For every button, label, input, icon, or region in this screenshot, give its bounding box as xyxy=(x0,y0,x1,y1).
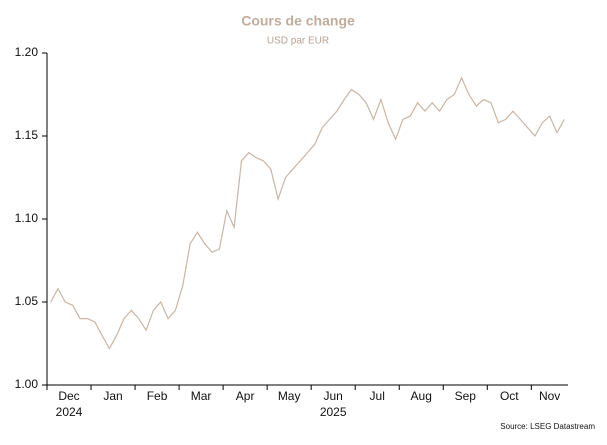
chart-title: Cours de change xyxy=(241,13,355,29)
x-tick-label: May xyxy=(278,389,301,403)
x-tick-label: Jul xyxy=(370,389,385,403)
x-tick-label: Feb xyxy=(147,389,168,403)
source: Source: LSEG Datastream xyxy=(500,422,595,431)
y-tick-label: 1.00 xyxy=(15,377,39,391)
x-tick-label: Oct xyxy=(500,389,519,403)
x-tick-label: Dec xyxy=(58,389,79,403)
line-series xyxy=(50,76,565,350)
x-year-label: 2024 xyxy=(56,405,83,419)
chart-subtitle: USD par EUR xyxy=(267,36,329,47)
x-tick-label: Aug xyxy=(411,389,432,403)
x-tick-label: Apr xyxy=(236,389,255,403)
y-tick-label: 1.10 xyxy=(15,211,39,225)
x-tick-label: Sep xyxy=(455,389,477,403)
x-tick-label: Mar xyxy=(191,389,212,403)
x-tick-label: Jan xyxy=(103,389,122,403)
x-year-label: 2025 xyxy=(320,405,347,419)
y-tick-label: 1.20 xyxy=(15,45,39,59)
y-tick-label: 1.05 xyxy=(15,294,39,308)
x-tick-label: Jun xyxy=(324,389,343,403)
x-tick-label: Nov xyxy=(539,389,560,403)
y-tick-label: 1.15 xyxy=(15,128,39,142)
